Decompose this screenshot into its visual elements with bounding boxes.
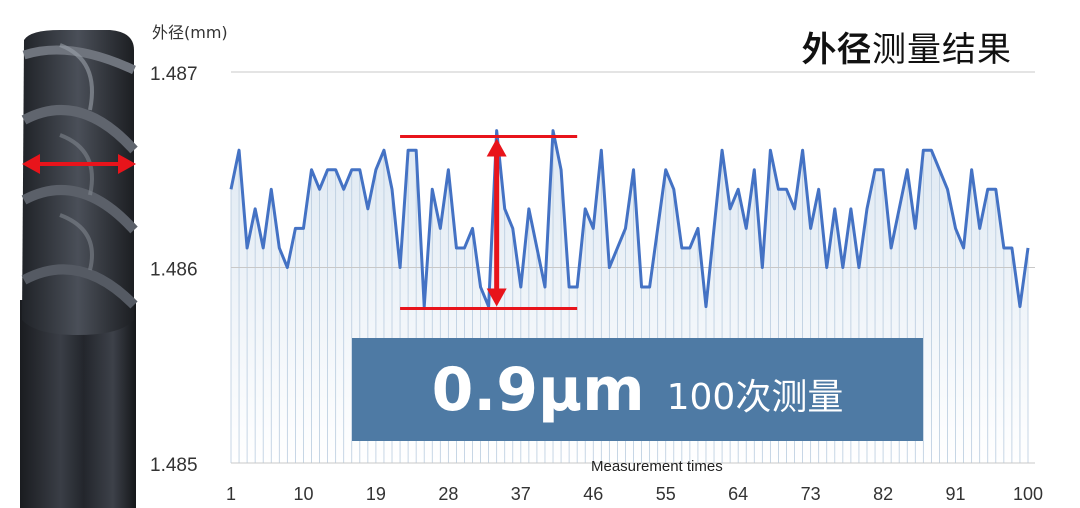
end-mill-tool-image	[20, 30, 138, 508]
y-tick-label: 1.485	[150, 455, 198, 476]
y-axis-label: 外径(mm)	[152, 23, 228, 42]
diameter-arrow-head-right	[118, 154, 136, 174]
x-tick-label: 73	[801, 484, 821, 504]
range-arrow-head-down	[486, 288, 507, 307]
x-tick-label: 55	[656, 484, 676, 504]
x-tick-label: 91	[946, 484, 966, 504]
y-tick-label: 1.487	[150, 64, 198, 85]
x-tick-label: 64	[728, 484, 748, 504]
callout-value: 0.9μm	[431, 354, 645, 425]
x-tick-label: 1	[226, 484, 236, 504]
x-tick-label: 82	[873, 484, 893, 504]
x-tick-label: 100	[1013, 484, 1043, 504]
x-axis-label: Measurement times	[591, 458, 723, 475]
x-tick-label: 28	[438, 484, 458, 504]
diameter-arrow-head-left	[22, 154, 40, 174]
range-arrow-head-up	[486, 138, 507, 157]
x-tick-label: 19	[366, 484, 386, 504]
y-tick-label: 1.486	[150, 260, 198, 281]
result-callout: 0.9μm 100次测量	[352, 338, 923, 441]
chart-title-bold: 外径	[802, 30, 872, 70]
chart-title-regular: 测量结果	[872, 30, 1012, 70]
x-tick-label: 10	[293, 484, 313, 504]
series-line	[229, 129, 1030, 309]
x-tick-label: 37	[511, 484, 531, 504]
x-tick-label: 46	[583, 484, 603, 504]
chart-title: 外径测量结果	[802, 22, 1012, 71]
callout-note: 100次测量	[666, 376, 844, 418]
